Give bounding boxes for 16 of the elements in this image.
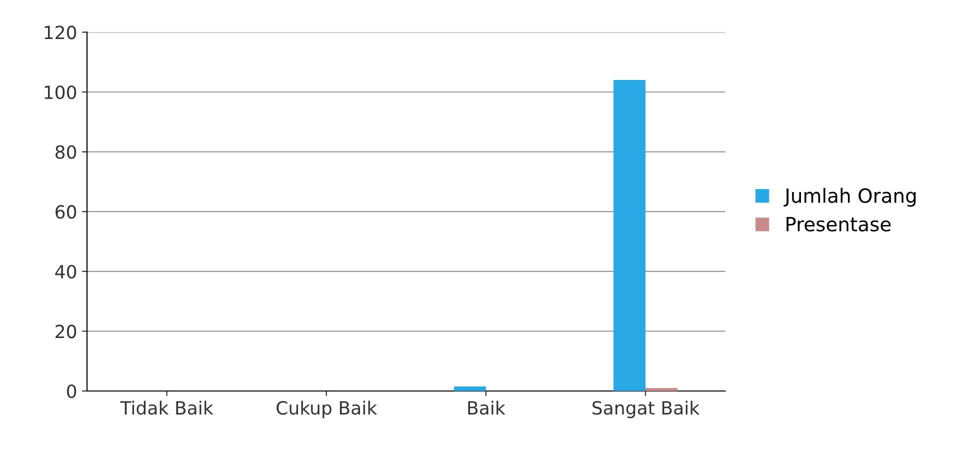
y-tick-label: 80 [56,145,76,159]
y-tick-label: 40 [55,264,76,279]
y-tick-label: 0 [67,384,76,398]
bar [645,388,678,391]
x-tick-label: Cukup Baik [276,400,378,418]
bar [614,80,646,391]
y-tick-label: 100 [44,85,76,100]
x-tick-label: Tidak Baik [120,400,214,415]
x-tick-label: Baik [468,400,506,415]
y-tick-label: 120 [44,26,76,40]
y-tick-label: 20 [56,324,76,338]
bar [454,386,486,391]
x-tick-label: Sangat Baik [592,400,700,418]
legend-label: Presentase [786,217,891,232]
legend-label: Jumlah Orang [784,188,916,207]
y-tick-label: 60 [56,205,76,219]
